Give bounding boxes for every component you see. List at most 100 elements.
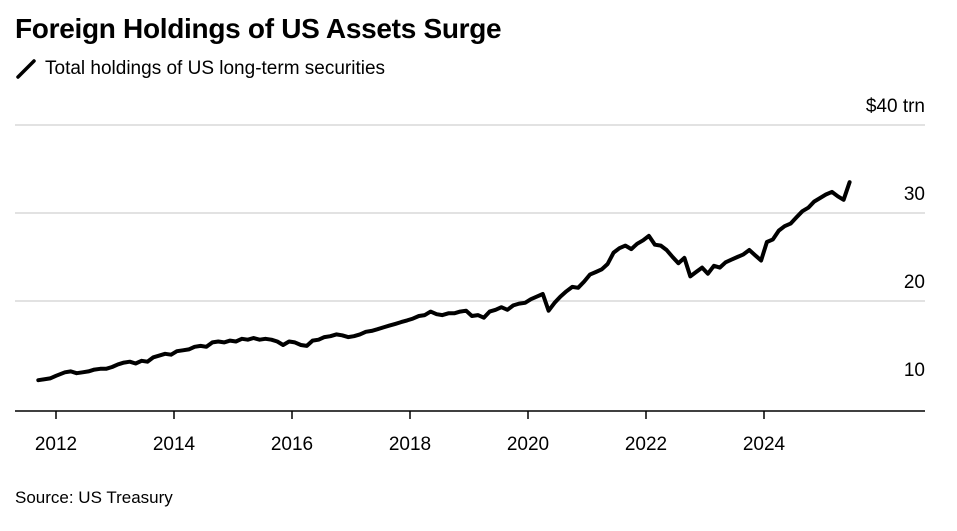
data-point <box>499 305 503 309</box>
data-point <box>535 295 539 299</box>
data-point <box>98 367 102 371</box>
data-point <box>134 362 138 366</box>
data-point <box>488 310 492 314</box>
data-point <box>69 369 73 373</box>
data-point <box>376 327 380 331</box>
data-point <box>612 251 616 255</box>
data-point <box>317 338 321 342</box>
data-point <box>458 310 462 314</box>
data-point <box>252 336 256 340</box>
data-point <box>747 248 751 252</box>
data-point <box>346 335 350 339</box>
legend: Total holdings of US long-term securitie… <box>15 58 385 80</box>
data-point <box>187 347 191 351</box>
source-note: Source: US Treasury <box>15 488 173 507</box>
data-point <box>464 309 468 313</box>
data-point <box>228 339 232 343</box>
data-point <box>222 340 226 344</box>
data-point <box>712 264 716 268</box>
data-point <box>299 343 303 347</box>
data-point <box>387 324 391 328</box>
data-point <box>594 270 598 274</box>
data-point <box>370 329 374 333</box>
y-tick-label-30: 30 <box>904 184 925 205</box>
data-point <box>806 206 810 210</box>
data-point <box>399 320 403 324</box>
x-tick-label-2024: 2024 <box>743 434 786 455</box>
data-point <box>322 335 326 339</box>
data-point <box>676 261 680 265</box>
data-point <box>724 260 728 264</box>
data-point <box>163 352 167 356</box>
data-point <box>145 360 149 364</box>
data-point <box>216 340 220 344</box>
data-point <box>617 246 621 250</box>
data-point <box>558 295 562 299</box>
data-point <box>263 337 267 341</box>
data-point <box>48 376 52 380</box>
data-point <box>759 259 763 263</box>
series-layer <box>36 180 852 383</box>
data-point <box>588 273 592 277</box>
data-point <box>582 280 586 284</box>
data-point <box>741 252 745 256</box>
data-point <box>75 371 79 375</box>
data-point <box>381 325 385 329</box>
data-point <box>54 374 58 378</box>
x-tick-label-2012: 2012 <box>35 434 77 455</box>
data-point <box>140 359 144 363</box>
data-point <box>181 348 185 352</box>
data-point <box>547 309 551 313</box>
legend-label: Total holdings of US long-term securitie… <box>45 58 386 79</box>
data-point <box>364 330 368 334</box>
x-axis-labels: 2012 2014 2016 2018 2020 2022 2024 <box>35 434 786 455</box>
data-point <box>151 355 155 359</box>
data-point <box>794 215 798 219</box>
data-point <box>246 338 250 342</box>
data-point <box>293 340 297 344</box>
data-point <box>659 244 663 248</box>
data-point <box>553 301 557 305</box>
data-point <box>81 370 85 374</box>
data-point <box>564 289 568 293</box>
x-tick-label-2018: 2018 <box>389 434 431 455</box>
data-point <box>494 308 498 312</box>
data-point <box>358 332 362 336</box>
y-tick-label-20: 20 <box>904 272 925 293</box>
x-tick-label-2022: 2022 <box>625 434 667 455</box>
data-point <box>688 274 692 278</box>
data-point <box>600 267 604 271</box>
data-point <box>789 222 793 226</box>
data-point <box>470 314 474 318</box>
data-point <box>199 344 203 348</box>
data-point <box>340 333 344 337</box>
data-point <box>641 238 645 242</box>
x-tick-label-2016: 2016 <box>271 434 313 455</box>
data-point <box>735 255 739 259</box>
data-point <box>157 354 161 358</box>
y-tick-label-10: 10 <box>904 360 925 381</box>
data-point <box>287 340 291 344</box>
series-line-0 <box>36 180 852 383</box>
data-point <box>694 270 698 274</box>
data-point <box>417 314 421 318</box>
data-point <box>210 340 214 344</box>
data-point <box>529 297 533 301</box>
data-point <box>665 248 669 252</box>
data-point <box>334 332 338 336</box>
data-point <box>175 349 179 353</box>
data-point <box>517 302 521 306</box>
data-point <box>423 313 427 317</box>
data-point <box>446 311 450 315</box>
data-point <box>169 353 173 357</box>
gridlines <box>15 124 925 302</box>
data-point <box>452 311 456 315</box>
x-tick-label-2014: 2014 <box>153 434 196 455</box>
data-point <box>541 292 545 296</box>
data-point <box>352 334 356 338</box>
data-point <box>777 229 781 233</box>
data-point <box>576 286 580 290</box>
data-point <box>623 244 627 248</box>
data-point <box>110 365 114 369</box>
data-point <box>671 255 675 259</box>
